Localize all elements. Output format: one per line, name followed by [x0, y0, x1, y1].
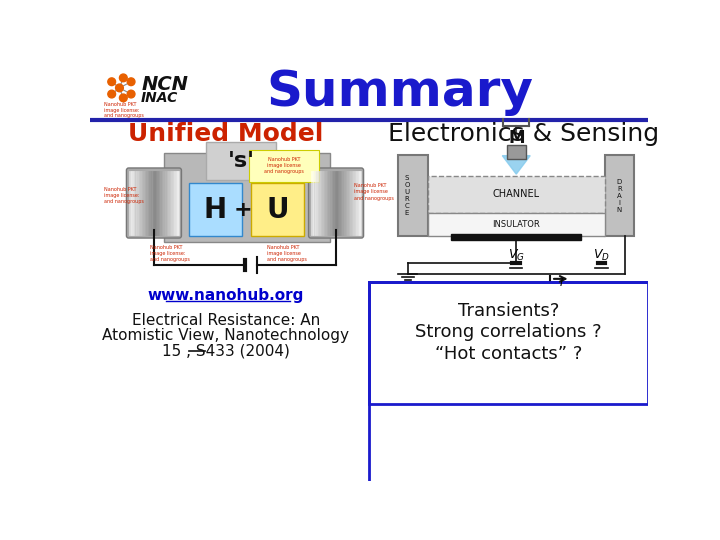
Text: www.nanohub.org: www.nanohub.org — [148, 288, 304, 303]
Bar — [428, 213, 605, 236]
Text: Electrical Resistance: An: Electrical Resistance: An — [132, 313, 320, 328]
FancyBboxPatch shape — [309, 168, 364, 238]
Text: and nanogroups: and nanogroups — [104, 113, 144, 118]
Bar — [163, 153, 330, 242]
Bar — [251, 184, 304, 236]
Circle shape — [120, 94, 127, 102]
Circle shape — [127, 90, 135, 98]
Text: INSULATOR: INSULATOR — [492, 220, 540, 229]
Text: 's': 's' — [228, 151, 255, 171]
Text: Nanohub PKT
image license
and nanogroups: Nanohub PKT image license and nanogroups — [354, 183, 393, 200]
Text: Nanohub PKT: Nanohub PKT — [104, 103, 137, 107]
Circle shape — [120, 74, 127, 82]
Circle shape — [108, 78, 116, 86]
Circle shape — [116, 84, 123, 92]
Text: $I$: $I$ — [559, 276, 564, 288]
Text: Nanohub PKT
image license
and nanogroups: Nanohub PKT image license and nanogroups — [264, 157, 304, 174]
Text: Unified Model: Unified Model — [128, 122, 323, 146]
Text: Nanohub PKT
image license:
and nanogroups: Nanohub PKT image license: and nanogroup… — [150, 245, 190, 262]
Text: M: M — [508, 129, 524, 147]
Text: U: U — [266, 195, 289, 224]
Text: +: + — [233, 200, 252, 220]
Bar — [189, 184, 242, 236]
Bar — [451, 234, 581, 240]
Bar — [507, 145, 526, 159]
Text: Electronics & Sensing: Electronics & Sensing — [388, 122, 660, 146]
Bar — [369, 282, 648, 403]
Text: Transients?: Transients? — [458, 302, 559, 320]
Text: H: H — [204, 195, 227, 224]
FancyBboxPatch shape — [127, 168, 181, 238]
Text: CHANNEL: CHANNEL — [492, 189, 540, 199]
Text: Strong correlations ?: Strong correlations ? — [415, 323, 602, 341]
Text: Summary: Summary — [266, 68, 534, 116]
Text: image license:: image license: — [104, 108, 140, 113]
Bar — [206, 142, 276, 180]
Text: S
O
U
R
C
E: S O U R C E — [405, 175, 410, 216]
Text: NCN: NCN — [141, 75, 188, 93]
Circle shape — [108, 90, 116, 98]
Text: Atomistic View, Nanotechnology: Atomistic View, Nanotechnology — [102, 328, 349, 343]
Text: Nanohub PKT
image license
and nanogroups: Nanohub PKT image license and nanogroups — [266, 245, 307, 262]
Bar — [428, 176, 605, 213]
Text: Nanohub PKT
image license:
and nanogroups: Nanohub PKT image license: and nanogroup… — [104, 187, 144, 205]
Circle shape — [127, 78, 135, 86]
Bar — [249, 150, 319, 182]
Bar — [398, 155, 428, 236]
Text: D
R
A
I
N: D R A I N — [617, 179, 622, 213]
Text: “Hot contacts” ?: “Hot contacts” ? — [435, 345, 582, 362]
Text: INAC: INAC — [141, 91, 179, 105]
Text: $V_G$: $V_G$ — [508, 247, 525, 262]
Text: $V_D$: $V_D$ — [593, 247, 610, 262]
Polygon shape — [503, 156, 530, 174]
Bar — [605, 155, 634, 236]
Text: 15 , S433 (2004): 15 , S433 (2004) — [162, 344, 289, 359]
